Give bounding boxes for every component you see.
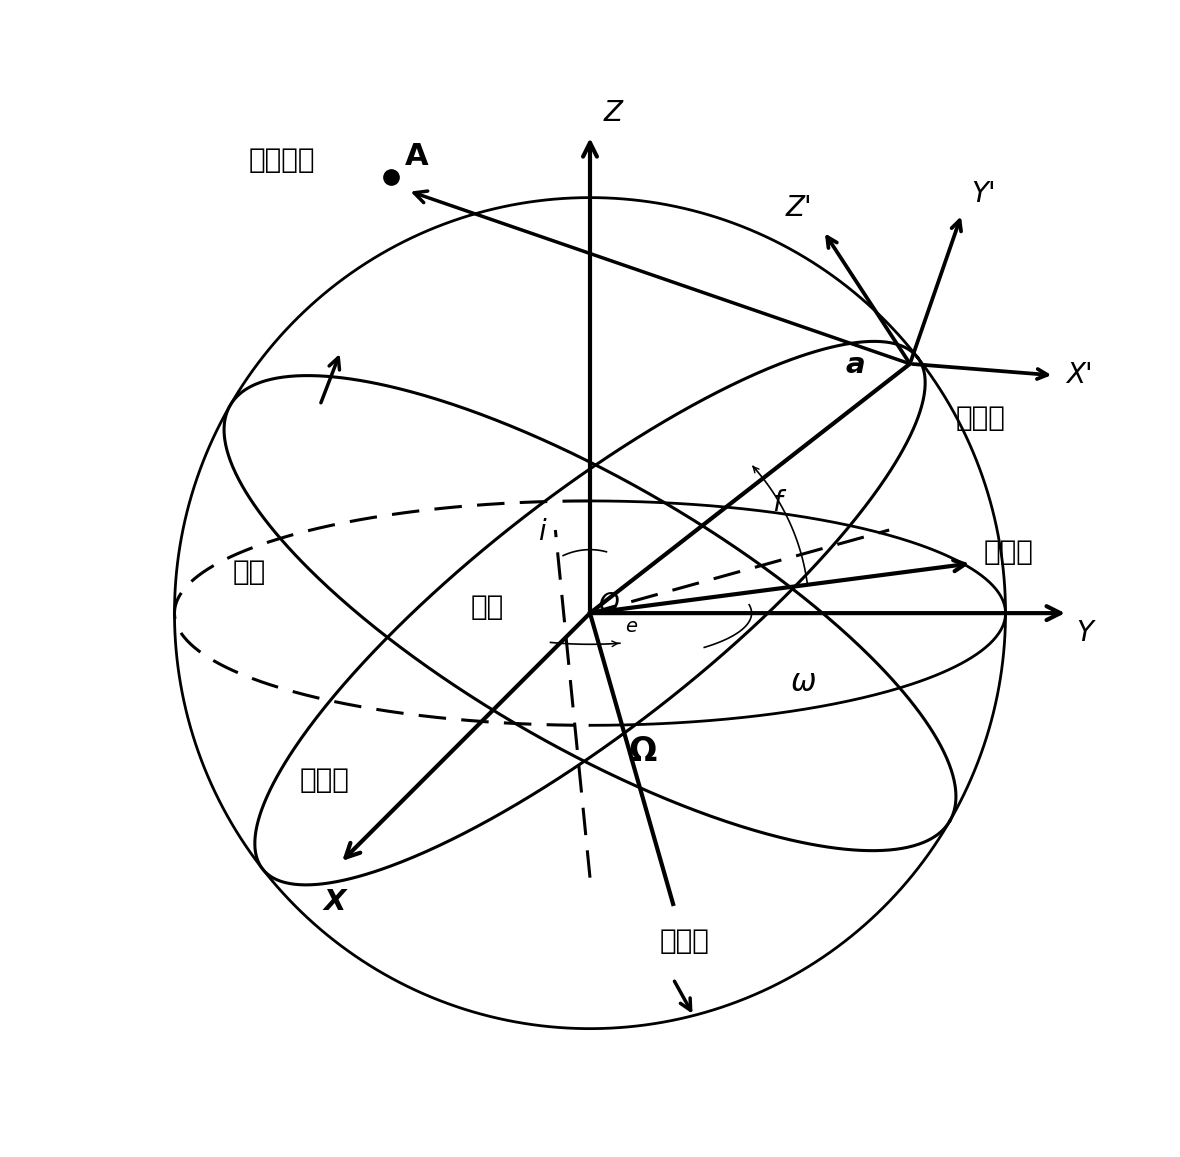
Text: 升交点: 升交点 [660,927,709,955]
Text: 探测星: 探测星 [956,404,1007,433]
Text: i: i [538,518,545,546]
Text: 空间目标: 空间目标 [249,146,315,174]
Text: a: a [846,351,865,379]
Text: Y': Y' [971,180,996,208]
Text: A: A [405,142,428,171]
Text: Z': Z' [785,194,812,222]
Text: X': X' [1066,361,1093,390]
Text: 地心: 地心 [470,594,504,621]
Text: Ω: Ω [628,735,656,768]
Text: e: e [624,617,637,635]
Text: 近地点: 近地点 [984,538,1034,566]
Text: Y: Y [1076,619,1093,647]
Text: O: O [599,592,620,618]
Text: ω: ω [791,668,817,697]
Text: 赤道: 赤道 [232,558,266,585]
Text: Z: Z [604,100,623,127]
Text: f: f [772,489,782,517]
Text: X: X [323,889,346,916]
Text: 春分点: 春分点 [300,766,350,794]
